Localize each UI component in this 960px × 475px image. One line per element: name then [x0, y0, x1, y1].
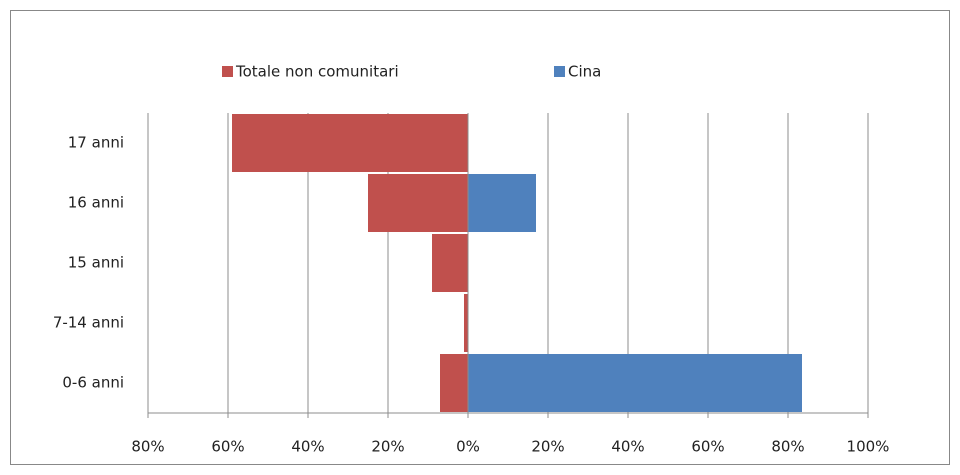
x-tick-label: 0% [456, 438, 480, 456]
x-tick-label: 60% [211, 438, 244, 456]
x-tick-label: 100% [847, 438, 890, 456]
x-tick-label: 40% [291, 438, 324, 456]
y-tick-label: 16 anni [68, 194, 124, 212]
bar [432, 234, 468, 292]
y-tick-label: 17 anni [68, 134, 124, 152]
y-tick-label: 7-14 anni [53, 314, 124, 332]
bar [232, 114, 468, 172]
x-tick-label: 20% [531, 438, 564, 456]
legend-swatch [554, 66, 565, 77]
legend-label: Totale non comunitari [235, 63, 399, 81]
x-tick-label: 80% [131, 438, 164, 456]
bar [464, 294, 468, 352]
bar [368, 174, 468, 232]
legend-swatch [222, 66, 233, 77]
y-tick-label: 15 anni [68, 254, 124, 272]
x-tick-label: 40% [611, 438, 644, 456]
bar [468, 174, 536, 232]
bar [468, 354, 802, 412]
y-tick-label: 0-6 anni [62, 374, 124, 392]
bar [440, 354, 468, 412]
x-tick-label: 60% [691, 438, 724, 456]
legend-label: Cina [568, 63, 601, 81]
x-tick-label: 80% [771, 438, 804, 456]
x-tick-label: 20% [371, 438, 404, 456]
